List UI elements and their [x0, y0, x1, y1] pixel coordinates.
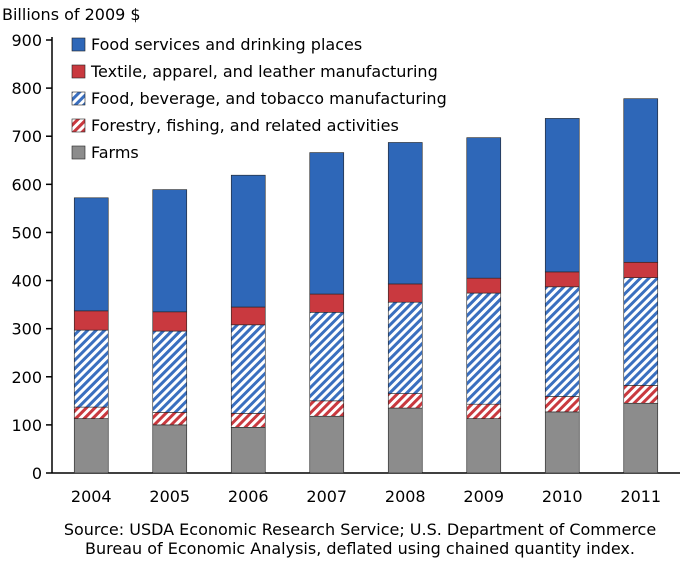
bar-segment-forestry-fishing-and-related-activities-2005	[152, 412, 188, 426]
bar-segment-food-services-and-drinking-places-2009	[466, 137, 502, 279]
y-tick-label-0: 0	[32, 464, 42, 483]
bar-segment-food-beverage-and-tobacco-manufacturing-2010	[544, 286, 580, 397]
bar-segment-farms-2008	[387, 407, 423, 474]
source-line-1: Source: USDA Economic Research Service; …	[63, 520, 657, 539]
legend-item-forestry-fishing-and-related-activities: Forestry, fishing, and related activitie…	[71, 116, 399, 135]
bar-segment-farms-2005	[152, 424, 188, 474]
x-tick-label-2005: 2005	[149, 487, 190, 506]
bar-segment-textile-apparel-and-leather-manufacturing-2005	[152, 311, 188, 332]
bar-segment-textile-apparel-and-leather-manufacturing-2004	[73, 310, 109, 331]
legend-label-food-beverage-and-tobacco-manufacturing: Food, beverage, and tobacco manufacturin…	[91, 89, 447, 108]
bar-2011	[623, 98, 659, 474]
legend-item-food-services-and-drinking-places: Food services and drinking places	[71, 35, 362, 54]
y-tick-label-600: 600	[11, 175, 42, 194]
x-axis: 2004 2005 2006 2007 2008 2009 2010 2011	[52, 472, 680, 506]
bar-segment-food-beverage-and-tobacco-manufacturing-2004	[73, 329, 109, 408]
x-tick-label-2011: 2011	[620, 487, 661, 506]
bar-segment-food-services-and-drinking-places-2004	[73, 197, 109, 312]
bar-segment-farms-2004	[73, 418, 109, 474]
bar-segment-forestry-fishing-and-related-activities-2010	[544, 396, 580, 413]
y-tick-label-700: 700	[11, 127, 42, 146]
legend-swatch-textile-apparel-and-leather-manufacturing	[71, 64, 86, 79]
bars	[73, 98, 659, 474]
bar-segment-farms-2009	[466, 418, 502, 474]
y-tick-label-900: 900	[11, 31, 42, 50]
x-tick-label-2010: 2010	[542, 487, 583, 506]
bar-segment-forestry-fishing-and-related-activities-2008	[387, 393, 423, 409]
bar-segment-food-beverage-and-tobacco-manufacturing-2007	[309, 312, 345, 402]
bar-2008	[387, 142, 423, 474]
legend-item-food-beverage-and-tobacco-manufacturing: Food, beverage, and tobacco manufacturin…	[71, 89, 447, 108]
legend-swatch-forestry-fishing-and-related-activities	[71, 118, 86, 133]
bar-segment-forestry-fishing-and-related-activities-2009	[466, 403, 502, 419]
source-line-2: Bureau of Economic Analysis, deflated us…	[85, 539, 635, 558]
legend-label-food-services-and-drinking-places: Food services and drinking places	[91, 35, 362, 54]
bar-segment-forestry-fishing-and-related-activities-2011	[623, 385, 659, 404]
bar-2010	[544, 118, 580, 474]
source-note: Source: USDA Economic Research Service; …	[40, 520, 680, 558]
x-tick-label-2006: 2006	[228, 487, 269, 506]
bar-2004	[73, 197, 109, 474]
y-tick-label-400: 400	[11, 272, 42, 291]
legend: Food services and drinking places Textile…	[71, 35, 447, 162]
bar-segment-forestry-fishing-and-related-activities-2004	[73, 406, 109, 419]
bar-segment-food-services-and-drinking-places-2006	[230, 174, 266, 308]
y-tick-label-200: 200	[11, 368, 42, 387]
bar-segment-textile-apparel-and-leather-manufacturing-2007	[309, 293, 345, 313]
bar-segment-farms-2007	[309, 415, 345, 474]
bar-segment-textile-apparel-and-leather-manufacturing-2011	[623, 261, 659, 278]
x-tick-label-2007: 2007	[306, 487, 347, 506]
x-tick-label-2004: 2004	[71, 487, 112, 506]
legend-label-farms: Farms	[91, 143, 139, 162]
bar-2006	[230, 174, 266, 474]
bar-segment-food-services-and-drinking-places-2008	[387, 142, 423, 285]
bar-segment-food-services-and-drinking-places-2005	[152, 189, 188, 313]
bar-segment-food-beverage-and-tobacco-manufacturing-2005	[152, 330, 188, 413]
bar-segment-food-beverage-and-tobacco-manufacturing-2008	[387, 301, 423, 394]
bar-2007	[309, 152, 345, 474]
bar-segment-food-beverage-and-tobacco-manufacturing-2011	[623, 277, 659, 386]
legend-swatch-food-services-and-drinking-places	[71, 37, 86, 52]
legend-label-forestry-fishing-and-related-activities: Forestry, fishing, and related activitie…	[91, 116, 399, 135]
bar-segment-food-services-and-drinking-places-2007	[309, 152, 345, 295]
bar-segment-textile-apparel-and-leather-manufacturing-2006	[230, 306, 266, 326]
y-tick-label-100: 100	[11, 416, 42, 435]
bar-segment-textile-apparel-and-leather-manufacturing-2009	[466, 277, 502, 294]
bar-segment-farms-2011	[623, 402, 659, 474]
bar-segment-farms-2006	[230, 426, 266, 474]
legend-swatch-farms	[71, 145, 86, 160]
bar-2005	[152, 189, 188, 474]
bar-segment-forestry-fishing-and-related-activities-2007	[309, 400, 345, 417]
bar-2009	[466, 137, 502, 474]
legend-label-textile-apparel-and-leather-manufacturing: Textile, apparel, and leather manufactur…	[90, 62, 438, 81]
bar-segment-food-services-and-drinking-places-2010	[544, 118, 580, 273]
x-tick-label-2008: 2008	[385, 487, 426, 506]
bar-segment-textile-apparel-and-leather-manufacturing-2008	[387, 283, 423, 303]
legend-swatch-food-beverage-and-tobacco-manufacturing	[71, 91, 86, 106]
y-tick-label-500: 500	[11, 223, 42, 242]
stacked-bar-chart: Billions of 2009 $ 0 100 200 300 400 500 600 70…	[2, 5, 680, 506]
legend-item-farms: Farms	[71, 143, 139, 162]
x-tick-label-2009: 2009	[463, 487, 504, 506]
bar-segment-textile-apparel-and-leather-manufacturing-2010	[544, 271, 580, 288]
y-axis: 0 100 200 300 400 500 600 700 800 900	[11, 31, 53, 483]
legend-item-textile-apparel-and-leather-manufacturing: Textile, apparel, and leather manufactur…	[71, 62, 438, 81]
bar-segment-food-beverage-and-tobacco-manufacturing-2006	[230, 324, 266, 414]
bar-segment-food-beverage-and-tobacco-manufacturing-2009	[466, 292, 502, 405]
y-tick-label-800: 800	[11, 79, 42, 98]
bar-segment-food-services-and-drinking-places-2011	[623, 98, 659, 263]
y-axis-label: Billions of 2009 $	[2, 5, 141, 24]
y-tick-label-300: 300	[11, 320, 42, 339]
bar-segment-forestry-fishing-and-related-activities-2006	[230, 413, 266, 428]
bar-segment-farms-2010	[544, 411, 580, 474]
